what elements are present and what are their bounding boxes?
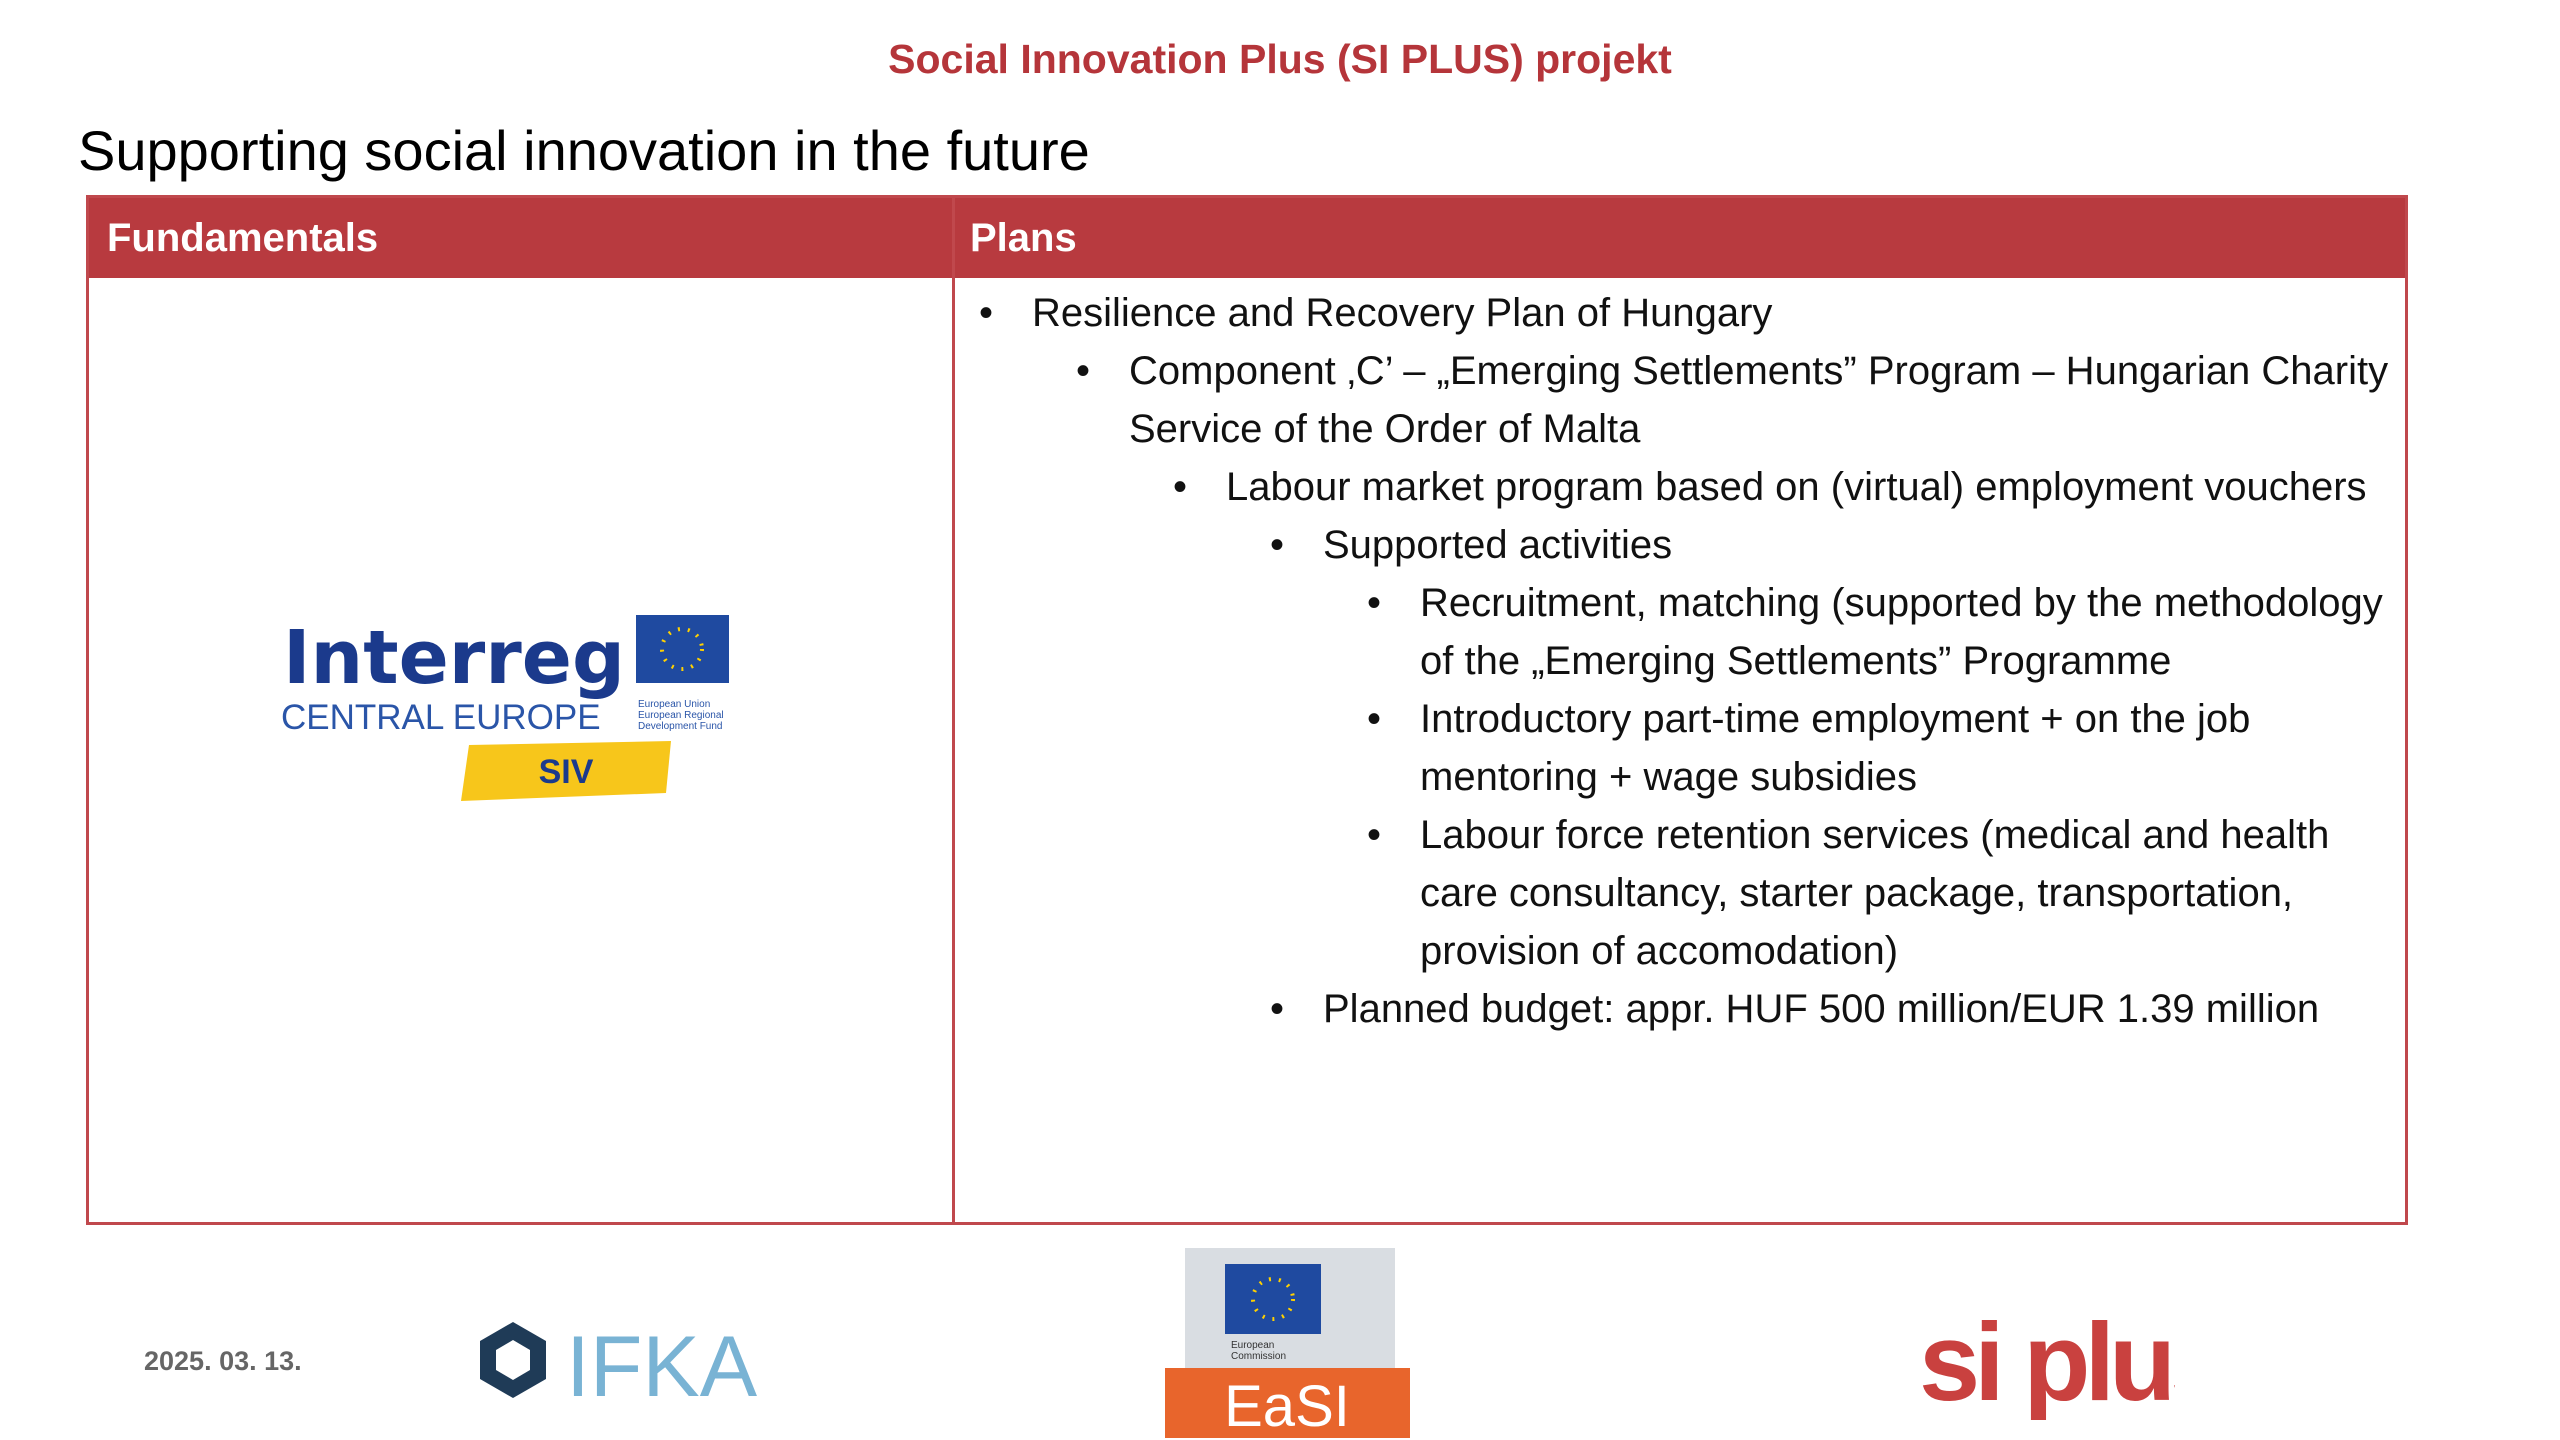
easi-box [1165, 1368, 1410, 1438]
footer-date: 2025. 03. 13. [144, 1346, 302, 1376]
logo-text: Commission [1231, 1351, 1286, 1362]
eu-flag [1225, 1264, 1321, 1334]
bullet-item: Labour market program based on (virtual)… [1173, 458, 2389, 516]
logo-text: Development Fund [638, 721, 723, 732]
bullet-item: Planned budget: appr. HUF 500 million/EU… [1270, 980, 2389, 1038]
header-title: Social Innovation Plus (SI PLUS) projekt [888, 36, 1672, 82]
bullet-item: Component ‚C’ – „Emerging Settlements” P… [1076, 342, 2389, 458]
table-header: Fundamentals Plans [89, 198, 2405, 278]
logo-text: European [1231, 1340, 1274, 1351]
eu-stars [660, 627, 704, 671]
logo-text: si plus [1919, 1301, 2175, 1420]
slide-title: Supporting social innovation in the futu… [78, 119, 1090, 182]
ifka-logo: IFKA [480, 1319, 758, 1410]
logo-text: European Union [638, 699, 710, 710]
eu-stars [1251, 1277, 1295, 1321]
easi-logo: European Commission EaSI [1165, 1248, 1410, 1439]
bullet-item: Recruitment, matching (supported by the … [1367, 574, 2389, 690]
interreg-logo: Interreg CENTRAL EUROPE European Union E… [281, 615, 729, 801]
column-header: Plans [970, 216, 1077, 260]
table: Fundamentals Plans Resilience and Recove… [86, 195, 2408, 1225]
logo-text: SIV [539, 753, 594, 791]
bullet-item: Labour force retention services (medical… [1367, 806, 2389, 980]
plans-list: Resilience and Recovery Plan of HungaryC… [979, 284, 2389, 1038]
column-header: Fundamentals [107, 216, 379, 260]
bullet-item: Resilience and Recovery Plan of Hungary [979, 284, 2389, 342]
eu-flag [636, 615, 729, 683]
siplus-logo: si plus [1919, 1301, 2175, 1420]
hexagon-inner [496, 1340, 530, 1380]
bullet-item: Introductory part-time employment + on t… [1367, 690, 2389, 806]
column-divider [952, 198, 955, 1222]
logo-text: European Regional [638, 710, 724, 721]
logo-text: CENTRAL EUROPE [281, 698, 601, 737]
logo-text: IFKA [566, 1319, 758, 1410]
brush-stroke [461, 741, 671, 801]
bullet-item: Supported activities [1270, 516, 2389, 574]
logo-text: EaSI [1224, 1374, 1350, 1439]
logo-text: Interreg [283, 615, 625, 701]
